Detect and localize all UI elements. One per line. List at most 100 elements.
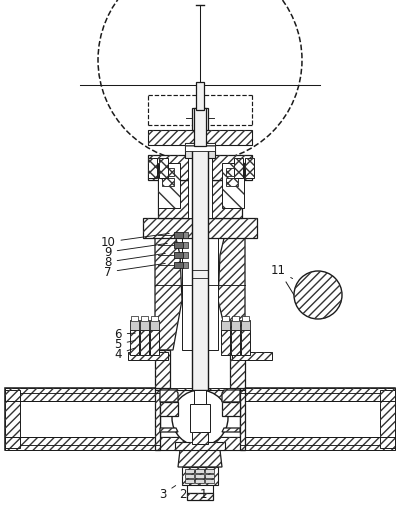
- Bar: [185, 143, 215, 151]
- Bar: [188, 155, 212, 218]
- Bar: [182, 467, 218, 485]
- Text: 7: 7: [104, 264, 165, 278]
- Bar: [194, 390, 206, 404]
- Circle shape: [294, 271, 342, 319]
- Bar: [187, 485, 213, 493]
- Bar: [160, 437, 240, 450]
- Bar: [160, 401, 240, 437]
- Text: 5: 5: [114, 338, 135, 350]
- Polygon shape: [222, 390, 240, 402]
- Bar: [226, 178, 238, 186]
- Bar: [221, 320, 230, 330]
- Bar: [143, 218, 257, 238]
- Bar: [5, 388, 160, 401]
- Bar: [162, 178, 174, 186]
- Polygon shape: [222, 402, 240, 416]
- Bar: [175, 442, 225, 450]
- Bar: [162, 178, 174, 186]
- Bar: [185, 469, 194, 473]
- Bar: [131, 316, 138, 321]
- Bar: [380, 390, 395, 448]
- Bar: [5, 388, 160, 401]
- Bar: [148, 158, 157, 178]
- Text: 3: 3: [159, 486, 176, 500]
- Bar: [158, 180, 242, 218]
- Bar: [130, 320, 139, 330]
- Text: 6: 6: [114, 328, 135, 341]
- Bar: [140, 320, 149, 330]
- Bar: [240, 388, 395, 401]
- Bar: [148, 130, 252, 145]
- Bar: [192, 143, 208, 390]
- Bar: [158, 163, 180, 208]
- Bar: [158, 180, 242, 218]
- Bar: [231, 320, 240, 330]
- Bar: [245, 158, 254, 178]
- Bar: [226, 178, 238, 186]
- Bar: [5, 390, 20, 448]
- Bar: [241, 320, 250, 330]
- Text: 2: 2: [179, 484, 190, 500]
- Bar: [158, 163, 180, 208]
- Bar: [160, 388, 240, 401]
- Polygon shape: [160, 402, 178, 416]
- Text: 9: 9: [104, 243, 167, 259]
- Bar: [159, 158, 168, 178]
- Bar: [234, 158, 243, 178]
- Text: 11: 11: [270, 264, 293, 278]
- Bar: [183, 232, 188, 238]
- Bar: [143, 218, 257, 238]
- Bar: [185, 479, 194, 483]
- Text: 4: 4: [114, 347, 135, 360]
- Bar: [234, 158, 243, 178]
- Bar: [159, 158, 168, 178]
- Bar: [5, 437, 160, 450]
- Bar: [196, 82, 204, 110]
- Bar: [222, 316, 229, 321]
- Polygon shape: [222, 428, 240, 432]
- Bar: [150, 330, 159, 355]
- Bar: [150, 330, 159, 355]
- Bar: [150, 320, 159, 330]
- Bar: [140, 330, 149, 355]
- Bar: [148, 158, 157, 178]
- Bar: [240, 437, 395, 450]
- Bar: [231, 330, 240, 355]
- Bar: [5, 437, 160, 450]
- Bar: [192, 432, 208, 444]
- Bar: [151, 316, 158, 321]
- Bar: [241, 330, 250, 355]
- Text: 8: 8: [104, 254, 165, 269]
- Polygon shape: [187, 493, 213, 500]
- Bar: [205, 479, 214, 483]
- Bar: [380, 390, 395, 448]
- Bar: [140, 330, 149, 355]
- Bar: [185, 474, 194, 478]
- Bar: [185, 143, 215, 151]
- Bar: [182, 230, 218, 350]
- Bar: [162, 168, 174, 176]
- Bar: [195, 479, 204, 483]
- Bar: [183, 262, 188, 268]
- Bar: [175, 442, 225, 450]
- Bar: [148, 155, 252, 180]
- Bar: [194, 108, 206, 146]
- Bar: [148, 130, 252, 145]
- Bar: [240, 388, 395, 450]
- Bar: [148, 155, 252, 180]
- Bar: [232, 352, 272, 360]
- Bar: [174, 242, 183, 248]
- Bar: [241, 330, 250, 355]
- Bar: [162, 168, 174, 176]
- Polygon shape: [160, 390, 178, 402]
- Bar: [221, 330, 230, 355]
- Polygon shape: [218, 220, 245, 350]
- Bar: [232, 352, 272, 360]
- Bar: [222, 163, 244, 208]
- Bar: [174, 232, 183, 238]
- Polygon shape: [155, 220, 182, 350]
- Bar: [205, 469, 214, 473]
- Bar: [182, 467, 218, 485]
- Bar: [128, 352, 168, 360]
- Text: 1: 1: [199, 484, 207, 500]
